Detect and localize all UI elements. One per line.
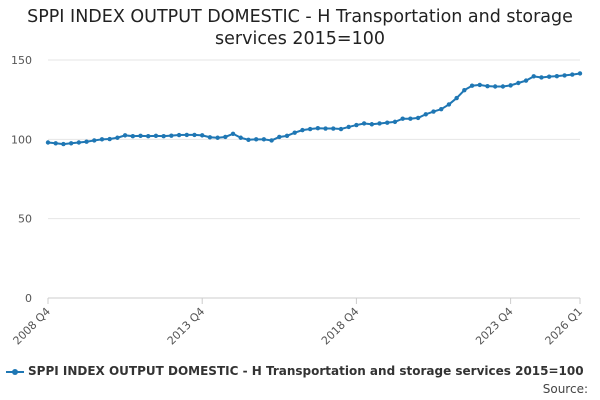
data-point[interactable] [408, 116, 413, 121]
data-point[interactable] [315, 126, 321, 131]
data-point[interactable] [261, 137, 267, 142]
data-point[interactable] [546, 74, 552, 79]
data-point[interactable] [61, 141, 66, 147]
data-point[interactable] [45, 140, 51, 145]
data-point[interactable] [577, 71, 583, 76]
legend-swatch [6, 367, 24, 377]
legend-label: SPPI INDEX OUTPUT DOMESTIC - H Transport… [28, 364, 584, 378]
data-point[interactable] [415, 115, 421, 121]
data-point[interactable] [138, 133, 143, 139]
axes [47, 297, 581, 304]
legend[interactable]: SPPI INDEX OUTPUT DOMESTIC - H Transport… [6, 364, 584, 378]
source-label: Source: [542, 382, 588, 396]
data-point[interactable] [253, 137, 259, 142]
data-point[interactable] [223, 134, 228, 140]
y-tick-label: 100 [11, 133, 32, 146]
data-point[interactable] [361, 121, 367, 126]
data-point[interactable] [215, 135, 220, 140]
data-points [45, 71, 583, 147]
data-point[interactable] [431, 109, 436, 114]
data-point[interactable] [554, 73, 560, 79]
data-point[interactable] [500, 84, 506, 89]
data-point[interactable] [307, 126, 313, 132]
x-tick-label: 2023 Q4 [473, 305, 516, 348]
data-point[interactable] [385, 120, 390, 125]
data-point[interactable] [570, 72, 575, 77]
data-point[interactable] [562, 73, 567, 78]
data-point[interactable] [539, 75, 544, 80]
data-point[interactable] [269, 138, 274, 143]
data-point[interactable] [492, 84, 498, 89]
data-point[interactable] [68, 141, 74, 146]
data-point[interactable] [508, 83, 513, 88]
data-point[interactable] [331, 126, 336, 131]
data-point[interactable] [246, 137, 251, 143]
data-point[interactable] [115, 135, 120, 140]
data-point[interactable] [400, 116, 405, 121]
data-point[interactable] [176, 132, 182, 138]
data-point[interactable] [300, 127, 305, 133]
data-point[interactable] [130, 133, 136, 139]
data-point[interactable] [477, 82, 482, 88]
data-point[interactable] [184, 132, 189, 138]
data-point[interactable] [323, 126, 328, 131]
x-tick-label: 2018 Q4 [319, 305, 362, 348]
x-tick-label: 2026 Q1 [543, 305, 586, 348]
data-point[interactable] [354, 122, 359, 128]
data-point[interactable] [292, 130, 297, 135]
y-tick-label: 0 [25, 292, 32, 305]
series-line-layer [47, 72, 581, 146]
x-tick-label: 2008 Q4 [11, 305, 54, 348]
data-point[interactable] [439, 106, 444, 112]
series-line [47, 72, 581, 146]
data-point[interactable] [531, 74, 536, 79]
x-tick-labels: 2008 Q4 2013 Q4 2018 Q4 2023 Q4 2026 Q1 [11, 305, 586, 348]
data-point[interactable] [284, 133, 290, 139]
data-point[interactable] [230, 131, 236, 136]
y-tick-label: 50 [18, 213, 32, 226]
data-point[interactable] [346, 124, 351, 130]
data-point[interactable] [146, 133, 151, 139]
gridlines [48, 59, 580, 220]
data-point[interactable] [161, 133, 166, 139]
data-point[interactable] [377, 121, 382, 126]
data-point[interactable] [238, 135, 243, 140]
data-point[interactable] [516, 80, 521, 86]
data-point[interactable] [369, 122, 375, 127]
data-point[interactable] [392, 119, 398, 125]
data-point[interactable] [99, 137, 105, 142]
data-point[interactable] [523, 78, 529, 83]
data-point[interactable] [207, 135, 213, 140]
data-point[interactable] [338, 126, 344, 132]
data-point[interactable] [107, 136, 112, 142]
x-tick-label: 2013 Q4 [165, 305, 208, 348]
data-point[interactable] [169, 133, 174, 138]
data-point[interactable] [76, 140, 82, 145]
data-point[interactable] [454, 95, 459, 101]
data-point[interactable] [485, 83, 490, 89]
data-point[interactable] [92, 138, 97, 143]
y-tick-labels: 0 50 100 150 [11, 54, 32, 305]
data-point[interactable] [153, 133, 159, 139]
data-point[interactable] [53, 141, 58, 146]
data-point[interactable] [446, 102, 452, 107]
chart-title: SPPI INDEX OUTPUT DOMESTIC - H Transport… [27, 7, 573, 49]
data-point[interactable] [200, 133, 205, 138]
data-point[interactable] [469, 83, 475, 88]
data-point[interactable] [277, 134, 282, 140]
y-tick-label: 150 [11, 54, 32, 67]
data-point[interactable] [423, 112, 428, 117]
data-point[interactable] [122, 133, 128, 138]
data-point[interactable] [84, 139, 89, 144]
data-point[interactable] [192, 132, 197, 138]
data-point[interactable] [462, 87, 467, 93]
